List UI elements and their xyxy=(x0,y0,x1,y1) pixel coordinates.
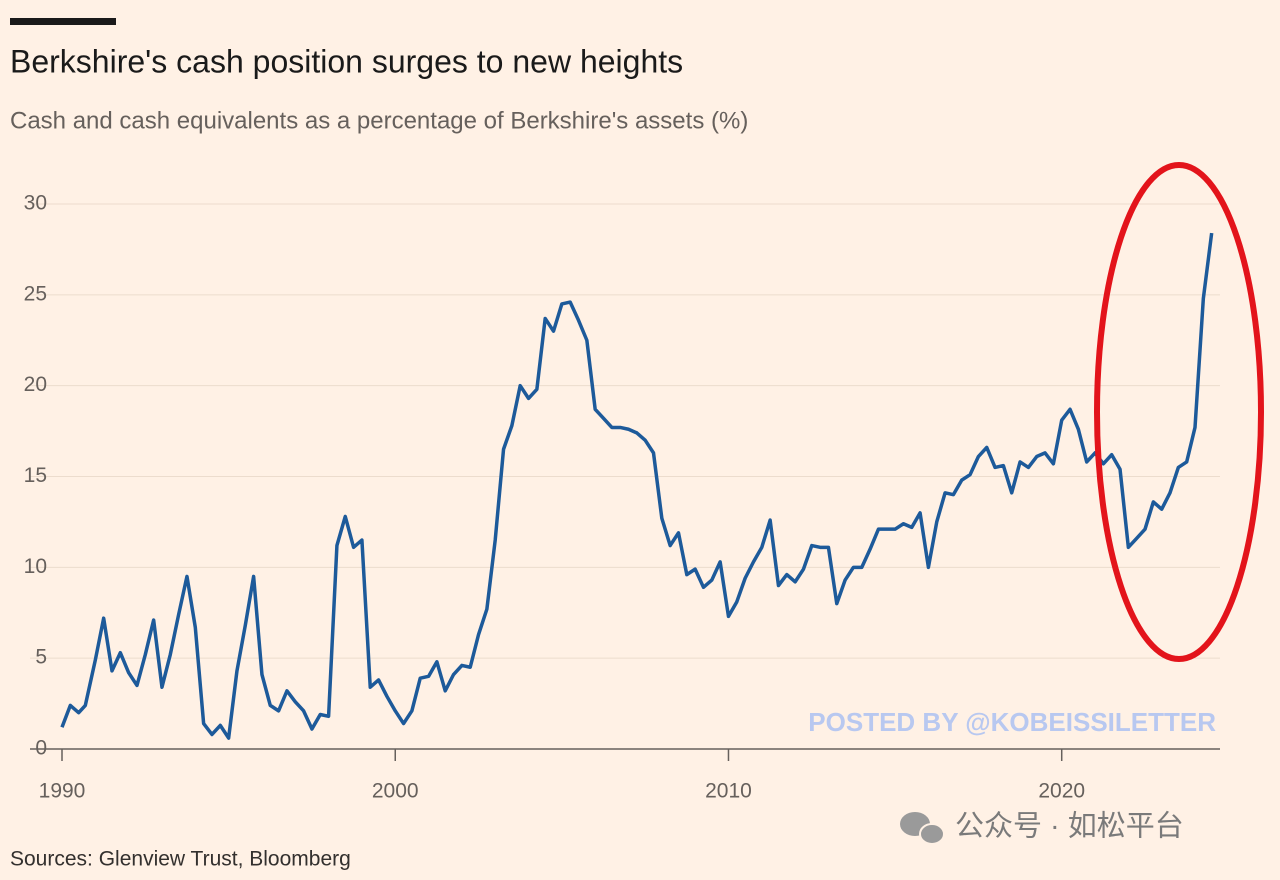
y-tick-label: 15 xyxy=(24,464,47,487)
x-tick-label: 2010 xyxy=(705,780,752,803)
y-tick-label: 0 xyxy=(35,737,47,760)
x-tick-label: 2020 xyxy=(1038,780,1085,803)
title-bar xyxy=(10,18,116,25)
y-tick-label: 25 xyxy=(24,282,47,305)
plot: 0 5 10 15 20 25 30 1990 2000 2010 2020 xyxy=(24,192,1220,803)
x-tick-label: 2000 xyxy=(372,780,419,803)
watermark: POSTED BY @KOBEISSILETTER xyxy=(808,707,1216,737)
watermark-cn: 公众号 · 如松平台 xyxy=(955,810,1184,843)
y-tick-label: 5 xyxy=(35,646,47,669)
x-tick-label: 1990 xyxy=(39,780,86,803)
line xyxy=(60,232,1214,740)
source: Sources: Glenview Trust, Bloomberg xyxy=(10,848,351,871)
wechat-icon xyxy=(900,812,945,845)
y-tick-label: 20 xyxy=(24,373,47,396)
chart-title: Berkshire's cash position surges to new … xyxy=(10,43,683,79)
highlight-ellipse xyxy=(1094,162,1264,662)
y-tick-label: 30 xyxy=(24,192,47,215)
y-tick-label: 10 xyxy=(24,555,47,578)
chart-subtitle: Cash and cash equivalents as a percentag… xyxy=(10,107,748,134)
